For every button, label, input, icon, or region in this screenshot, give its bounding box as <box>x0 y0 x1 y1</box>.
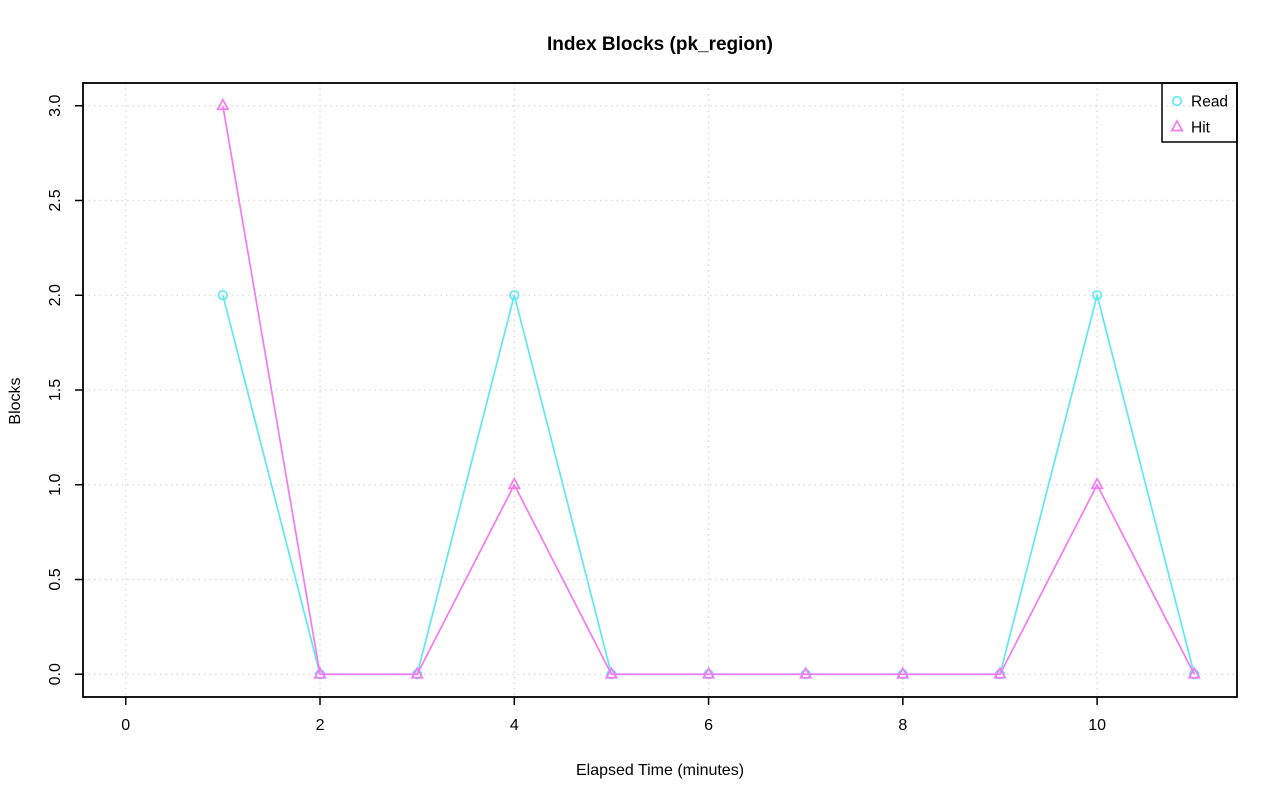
legend-marker-read <box>1171 95 1183 107</box>
series-line-hit <box>222 105 1196 676</box>
marker-hit <box>410 666 424 679</box>
marker-hit <box>216 97 230 111</box>
x-tick-label: 6 <box>704 717 713 734</box>
marker-hit <box>799 666 813 679</box>
marker-hit <box>507 476 521 490</box>
y-axis-label: Blocks <box>7 377 24 425</box>
x-tick-label: 10 <box>1088 717 1106 734</box>
legend-item-label-hit: Hit <box>1191 120 1211 137</box>
y-tick-label: 1.0 <box>47 474 64 496</box>
plot-border <box>82 82 1238 698</box>
y-tick-label: 0.0 <box>47 663 64 685</box>
legend-box <box>1161 82 1238 143</box>
x-tick-label: 8 <box>898 717 907 734</box>
y-tick-label: 1.5 <box>47 379 64 401</box>
marker-hit <box>1187 666 1201 679</box>
chart-title: Index Blocks (pk_region) <box>547 34 773 55</box>
marker-hit <box>1090 476 1104 490</box>
y-tick-label: 2.0 <box>47 284 64 306</box>
marker-hit <box>896 666 910 679</box>
marker-hit <box>701 666 716 679</box>
x-axis-label: Elapsed Time (minutes) <box>575 762 745 779</box>
x-tick-label: 0 <box>121 717 130 734</box>
marker-read <box>217 290 229 301</box>
marker-read <box>1091 290 1103 301</box>
marker-hit <box>313 666 327 679</box>
legend-marker-hit <box>1170 119 1184 132</box>
marker-hit <box>993 666 1007 679</box>
y-tick-label: 3.0 <box>47 95 64 117</box>
x-tick-label: 2 <box>316 717 325 734</box>
legend-item-label-read: Read <box>1191 94 1228 111</box>
marker-read <box>509 290 520 301</box>
x-tick-label: 4 <box>510 717 519 734</box>
y-tick-label: 2.5 <box>47 189 64 211</box>
marker-hit <box>604 666 619 679</box>
y-tick-label: 0.5 <box>47 568 64 590</box>
